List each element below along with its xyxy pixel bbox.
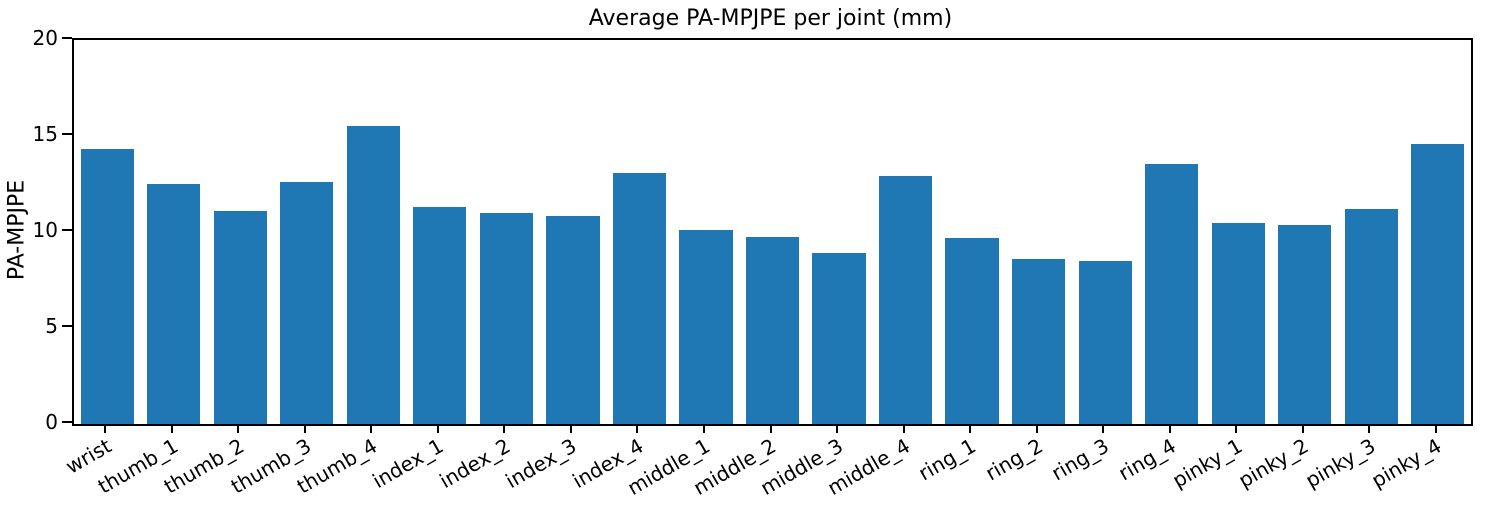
x-tick-mark bbox=[237, 424, 240, 433]
x-tick-mark bbox=[370, 424, 373, 433]
plot-area bbox=[72, 38, 1473, 426]
bar-thumb_1 bbox=[147, 184, 201, 424]
bar-pinky_1 bbox=[1211, 223, 1265, 424]
x-tick-mark bbox=[1168, 424, 1171, 433]
bar-index_1 bbox=[413, 207, 467, 424]
x-tick-mark bbox=[836, 424, 839, 433]
x-tick-mark bbox=[1301, 424, 1304, 433]
x-tick-mark bbox=[569, 424, 572, 433]
bar-middle_3 bbox=[812, 253, 866, 424]
bar-ring_4 bbox=[1145, 163, 1199, 424]
x-tick-mark bbox=[303, 424, 306, 433]
bar-middle_4 bbox=[878, 176, 933, 424]
y-tick-label: 15 bbox=[32, 122, 58, 146]
x-tick-label-text: index_1 bbox=[368, 433, 448, 494]
bar-pinky_3 bbox=[1344, 208, 1398, 424]
x-tick-mark bbox=[969, 424, 972, 433]
x-tick-mark bbox=[170, 424, 173, 433]
bar-ring_2 bbox=[1011, 258, 1066, 424]
x-tick-mark bbox=[636, 424, 639, 433]
bar-thumb_3 bbox=[280, 182, 334, 424]
bar-pinky_2 bbox=[1278, 225, 1332, 424]
x-tick-label-text: pinky_3 bbox=[1301, 433, 1380, 493]
y-tick-mark bbox=[62, 421, 72, 423]
x-tick-label-text: pinky_2 bbox=[1234, 433, 1313, 493]
bar-ring_1 bbox=[945, 237, 999, 424]
y-tick-mark bbox=[62, 133, 72, 135]
y-tick-label: 0 bbox=[45, 410, 58, 434]
bar-pinky_4 bbox=[1411, 143, 1465, 424]
x-tick-mark bbox=[503, 424, 506, 433]
x-tick-label-text: ring_1 bbox=[914, 433, 981, 486]
y-tick-mark bbox=[62, 229, 72, 231]
bar-middle_1 bbox=[679, 230, 733, 424]
chart-title: Average PA-MPJPE per joint (mm) bbox=[588, 6, 953, 31]
x-tick-label-text: pinky_1 bbox=[1168, 433, 1247, 493]
bar-thumb_2 bbox=[213, 210, 267, 424]
x-tick-mark bbox=[902, 424, 905, 433]
x-tick-mark bbox=[104, 424, 107, 433]
x-tick-mark bbox=[436, 424, 439, 433]
x-tick-label-text: ring_4 bbox=[1114, 433, 1180, 486]
x-tick-mark bbox=[1235, 424, 1238, 433]
bar-middle_2 bbox=[745, 236, 800, 424]
y-tick-mark bbox=[62, 325, 72, 327]
y-tick-mark bbox=[62, 37, 72, 39]
x-tick-mark bbox=[1035, 424, 1038, 433]
bar-ring_3 bbox=[1078, 260, 1132, 424]
x-tick-mark bbox=[702, 424, 705, 433]
bar-index_2 bbox=[479, 212, 533, 424]
bar-index_3 bbox=[546, 215, 600, 424]
x-tick-label-text: ring_3 bbox=[1047, 433, 1114, 486]
x-tick-mark bbox=[769, 424, 772, 433]
y-tick-label: 5 bbox=[45, 314, 58, 338]
bar-index_4 bbox=[612, 173, 667, 424]
x-tick-label-text: index_2 bbox=[435, 433, 515, 494]
x-tick-label-text: index_3 bbox=[501, 433, 581, 494]
x-tick-label-text: pinky_4 bbox=[1367, 433, 1446, 493]
bar-thumb_4 bbox=[346, 126, 400, 424]
y-tick-label: 20 bbox=[32, 26, 58, 50]
x-tick-mark bbox=[1434, 424, 1437, 433]
bar-wrist bbox=[80, 149, 134, 424]
y-tick-label: 10 bbox=[32, 218, 58, 242]
x-tick-label-text: ring_2 bbox=[981, 433, 1047, 486]
x-tick-mark bbox=[1102, 424, 1105, 433]
x-tick-mark bbox=[1368, 424, 1371, 433]
